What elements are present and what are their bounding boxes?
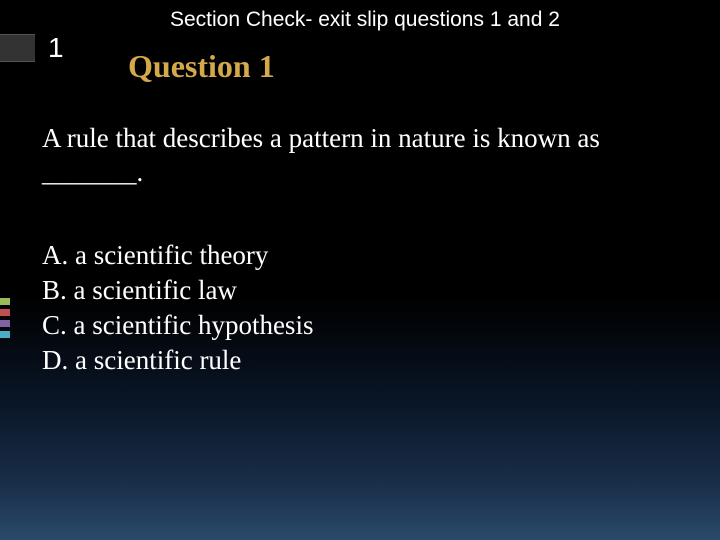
option-a: A. a scientific theory bbox=[42, 238, 313, 273]
section-tab bbox=[0, 34, 35, 62]
accent-bars bbox=[0, 298, 10, 342]
accent-bar bbox=[0, 298, 10, 305]
slide-header: Section Check- exit slip questions 1 and… bbox=[170, 8, 560, 32]
accent-bar bbox=[0, 331, 10, 338]
question-body: A rule that describes a pattern in natur… bbox=[42, 122, 642, 190]
section-number: 1 bbox=[48, 32, 64, 64]
accent-bar bbox=[0, 309, 10, 316]
option-d: D. a scientific rule bbox=[42, 343, 313, 378]
option-b: B. a scientific law bbox=[42, 273, 313, 308]
slide: Section Check- exit slip questions 1 and… bbox=[0, 0, 720, 540]
answer-options: A. a scientific theory B. a scientific l… bbox=[42, 238, 313, 378]
question-title: Question 1 bbox=[128, 48, 275, 85]
accent-bar bbox=[0, 320, 10, 327]
option-c: C. a scientific hypothesis bbox=[42, 308, 313, 343]
